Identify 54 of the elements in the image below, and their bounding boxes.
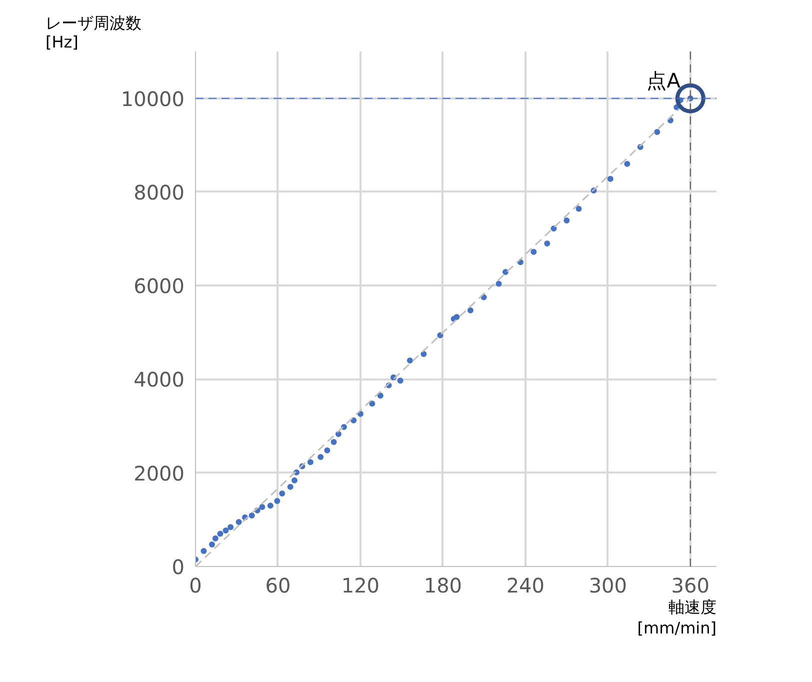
x-tick-label: 60 <box>265 574 291 598</box>
x-tick-label: 300 <box>588 574 627 598</box>
annotation: 点A <box>646 68 681 92</box>
point <box>318 454 324 460</box>
point <box>544 240 550 246</box>
point <box>324 447 330 454</box>
point <box>248 512 255 518</box>
point <box>335 431 342 437</box>
point <box>564 218 570 224</box>
point <box>530 248 537 255</box>
y-tick-label: 4000 <box>134 368 185 392</box>
point <box>397 378 404 384</box>
point <box>228 524 234 530</box>
point <box>291 477 298 484</box>
point <box>236 519 242 526</box>
point <box>200 548 207 554</box>
x-tick-label: 180 <box>424 574 462 598</box>
point <box>350 417 357 424</box>
y-tick-label: 8000 <box>134 180 185 204</box>
point <box>467 307 474 314</box>
point <box>307 459 314 466</box>
y-tick-label: 0 <box>172 555 185 579</box>
point <box>330 438 337 445</box>
y-axis-title: レーザ周波数 [Hz] <box>46 14 142 52</box>
point <box>437 332 444 338</box>
point <box>369 400 376 407</box>
point <box>267 502 274 509</box>
y-tick-label: 2000 <box>134 461 185 486</box>
x-tick-label: 240 <box>506 574 545 598</box>
x-tick-label: 360 <box>671 574 710 598</box>
point <box>420 350 427 357</box>
point <box>212 535 218 542</box>
point <box>607 176 614 182</box>
point <box>377 392 384 399</box>
point <box>496 280 502 287</box>
point <box>576 206 582 212</box>
point <box>454 314 460 320</box>
point <box>259 504 266 510</box>
point <box>222 527 229 534</box>
point <box>502 269 508 276</box>
point <box>208 542 215 548</box>
point <box>279 490 286 496</box>
point <box>406 358 413 364</box>
x-tick-label: 0 <box>189 574 202 598</box>
x-axis-title: 軸速度 [mm/min] <box>637 598 716 638</box>
x-tick-label: 120 <box>341 574 380 598</box>
point <box>550 225 557 232</box>
point <box>624 160 630 167</box>
point <box>274 498 280 504</box>
point <box>287 484 294 490</box>
y-tick-label: 6000 <box>134 274 185 298</box>
y-tick-label: 10000 <box>120 86 184 111</box>
point <box>217 530 224 537</box>
point <box>654 129 660 136</box>
